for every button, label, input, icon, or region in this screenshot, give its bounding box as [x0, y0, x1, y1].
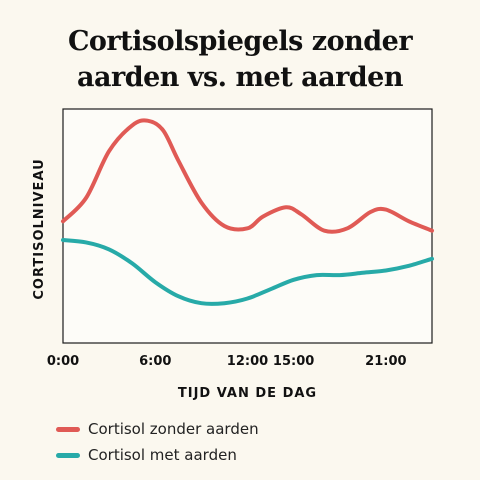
- chart-title: Cortisolspiegels zonder aarden vs. met a…: [0, 24, 480, 96]
- legend-swatch-zonder-aarden: [56, 426, 80, 432]
- legend-item-zonder-aarden: Cortisol zonder aarden: [56, 416, 259, 442]
- legend-label-met-aarden: Cortisol met aarden: [88, 446, 237, 464]
- x-tick-label: 6:00: [139, 354, 171, 369]
- series-line-2: [61, 238, 434, 306]
- x-tick-label: 15:00: [273, 354, 314, 369]
- x-tick-label: 0:00: [47, 354, 79, 369]
- plot-frame: [62, 108, 433, 344]
- x-axis-label: TIJD VAN DE DAG: [178, 386, 317, 401]
- series-line-1: [61, 118, 434, 234]
- x-tick-label: 12:00: [227, 354, 268, 369]
- legend-item-met-aarden: Cortisol met aarden: [56, 442, 259, 468]
- legend-swatch-met-aarden: [56, 452, 80, 458]
- chart-title-line-1: Cortisolspiegels zonder: [67, 26, 413, 57]
- legend-label-zonder-aarden: Cortisol zonder aarden: [88, 420, 259, 438]
- legend: Cortisol zonder aarden Cortisol met aard…: [56, 416, 259, 468]
- y-axis-label: CORTISOLNIVEAU: [32, 158, 47, 299]
- x-tick-label: 21:00: [365, 354, 406, 369]
- chart-title-line-2: aarden vs. met aarden: [76, 62, 404, 93]
